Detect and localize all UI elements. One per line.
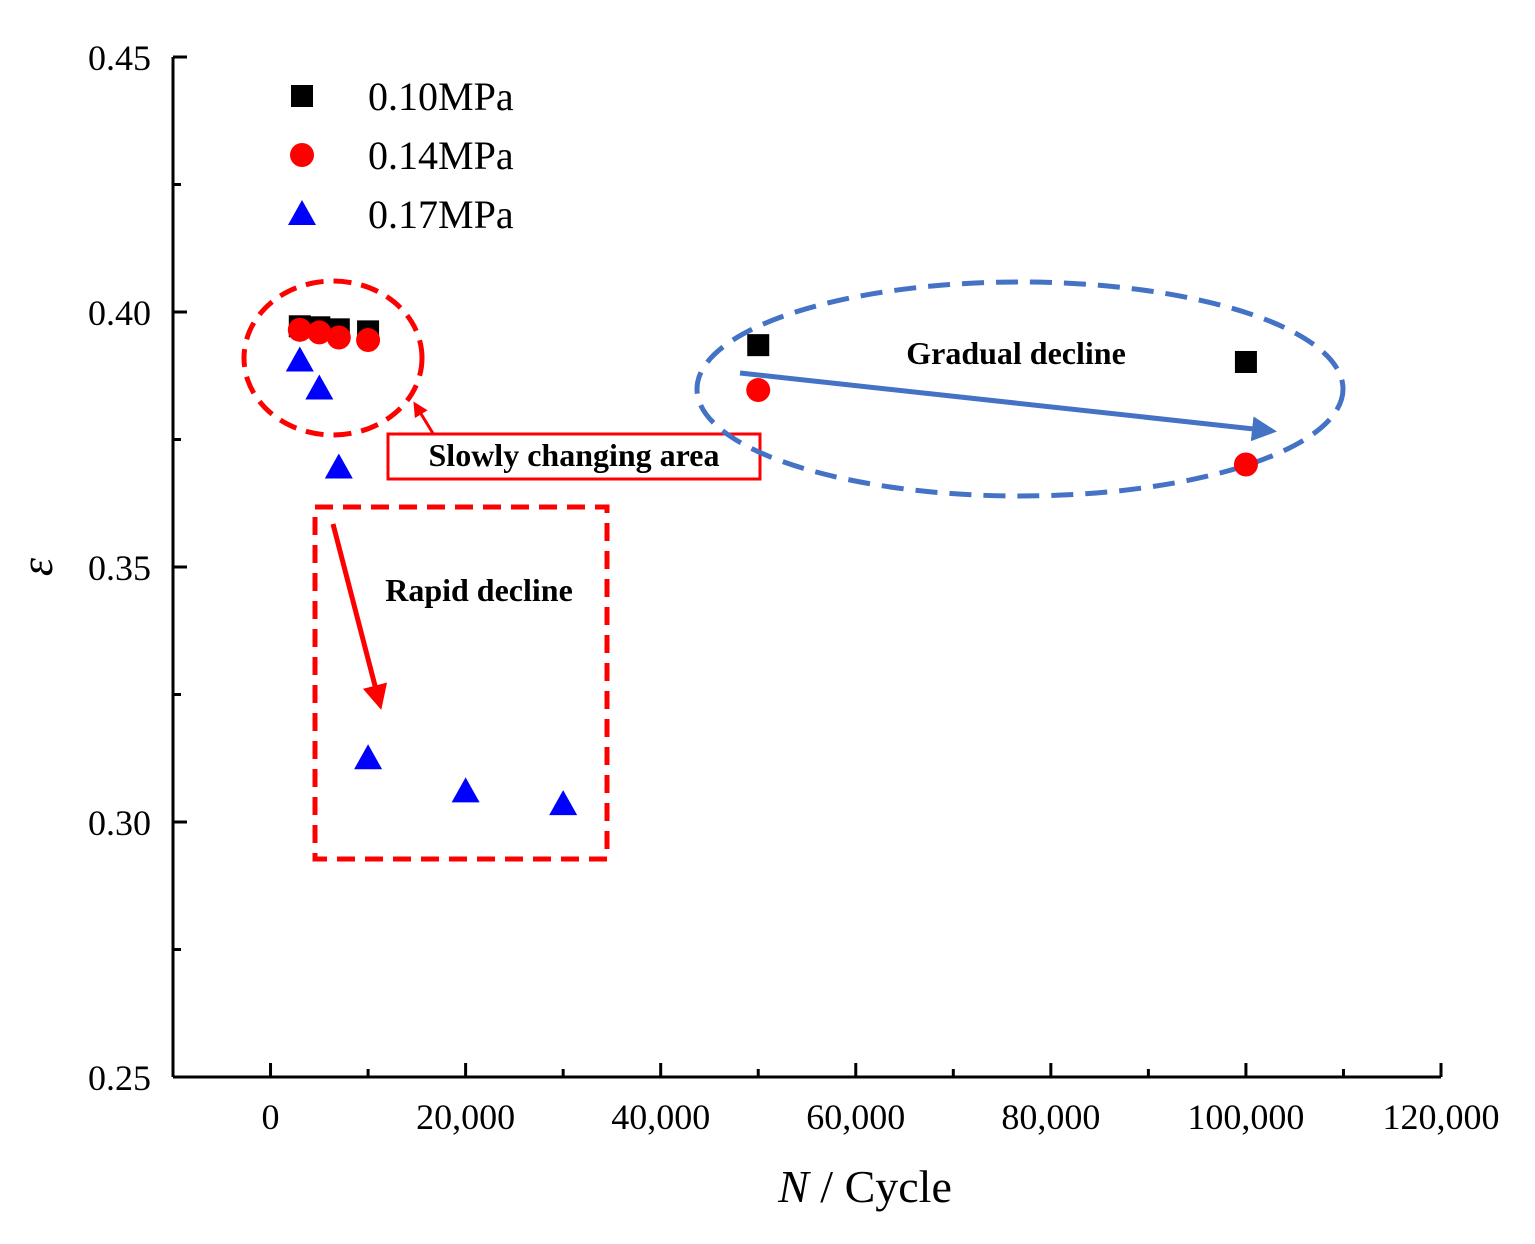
x-axis-unit: / Cycle [809, 1161, 952, 1212]
data-point [746, 378, 771, 403]
data-point [354, 744, 383, 770]
x-tick-label: 100,000 [1187, 1097, 1304, 1137]
rapid-decline-box [312, 504, 610, 862]
slowly-changing-ellipse [241, 278, 425, 438]
data-point [1233, 452, 1258, 477]
slowly-changing-label: Slowly changing area [429, 437, 720, 473]
annotations: Slowly changing area Rapid decline Gradu… [241, 278, 1346, 862]
x-tick-label: 40,000 [611, 1097, 710, 1137]
data-point [549, 790, 578, 816]
legend: 0.10MPa 0.14MPa 0.17MPa [288, 74, 514, 237]
data-point [324, 453, 353, 479]
y-tick-label: 0.45 [88, 38, 151, 78]
data-point [287, 317, 312, 342]
y-tick-label: 0.25 [88, 1058, 151, 1098]
legend-label: 0.10MPa [368, 74, 514, 119]
data-point [305, 374, 334, 400]
gradual-decline-label: Gradual decline [906, 335, 1126, 371]
data-point [451, 777, 480, 803]
legend-label: 0.17MPa [368, 192, 514, 237]
legend-marker [290, 143, 314, 167]
y-tick-label: 0.30 [88, 803, 151, 843]
series-layer [285, 315, 1258, 816]
x-tick-label: 20,000 [416, 1097, 515, 1137]
x-axis-title: N / Cycle [777, 1161, 952, 1212]
gradual-decline-arrow [739, 370, 1277, 442]
legend-label: 0.14MPa [368, 133, 514, 178]
x-tick-label: 0 [262, 1097, 280, 1137]
gradual-decline-ellipse [694, 279, 1346, 499]
data-point [307, 320, 332, 345]
data-point [747, 334, 770, 357]
data-point [326, 325, 351, 350]
x-axis-var: N [777, 1161, 811, 1212]
axes [171, 57, 1441, 1079]
x-tick-label: 80,000 [1001, 1097, 1100, 1137]
rapid-decline-label: Rapid decline [385, 572, 573, 608]
y-axis-title: ε [11, 557, 62, 576]
ticks [173, 55, 1443, 1079]
x-tick-label: 120,000 [1383, 1097, 1500, 1137]
data-point [1234, 350, 1257, 373]
legend-marker [291, 85, 313, 107]
series-0.14MPa [287, 317, 1258, 477]
data-point [285, 346, 314, 372]
legend-marker [288, 200, 316, 225]
series-0.17MPa [285, 346, 578, 816]
tick-labels: 0 20,000 40,000 60,000 80,000 100,000 120,000 0… [88, 38, 1500, 1137]
rapid-decline-arrow [330, 523, 388, 710]
slowly-changing-box [386, 432, 762, 481]
y-tick-label: 0.40 [88, 293, 151, 333]
x-tick-label: 60,000 [806, 1097, 905, 1137]
y-tick-label: 0.35 [88, 548, 151, 588]
data-point [356, 328, 381, 353]
